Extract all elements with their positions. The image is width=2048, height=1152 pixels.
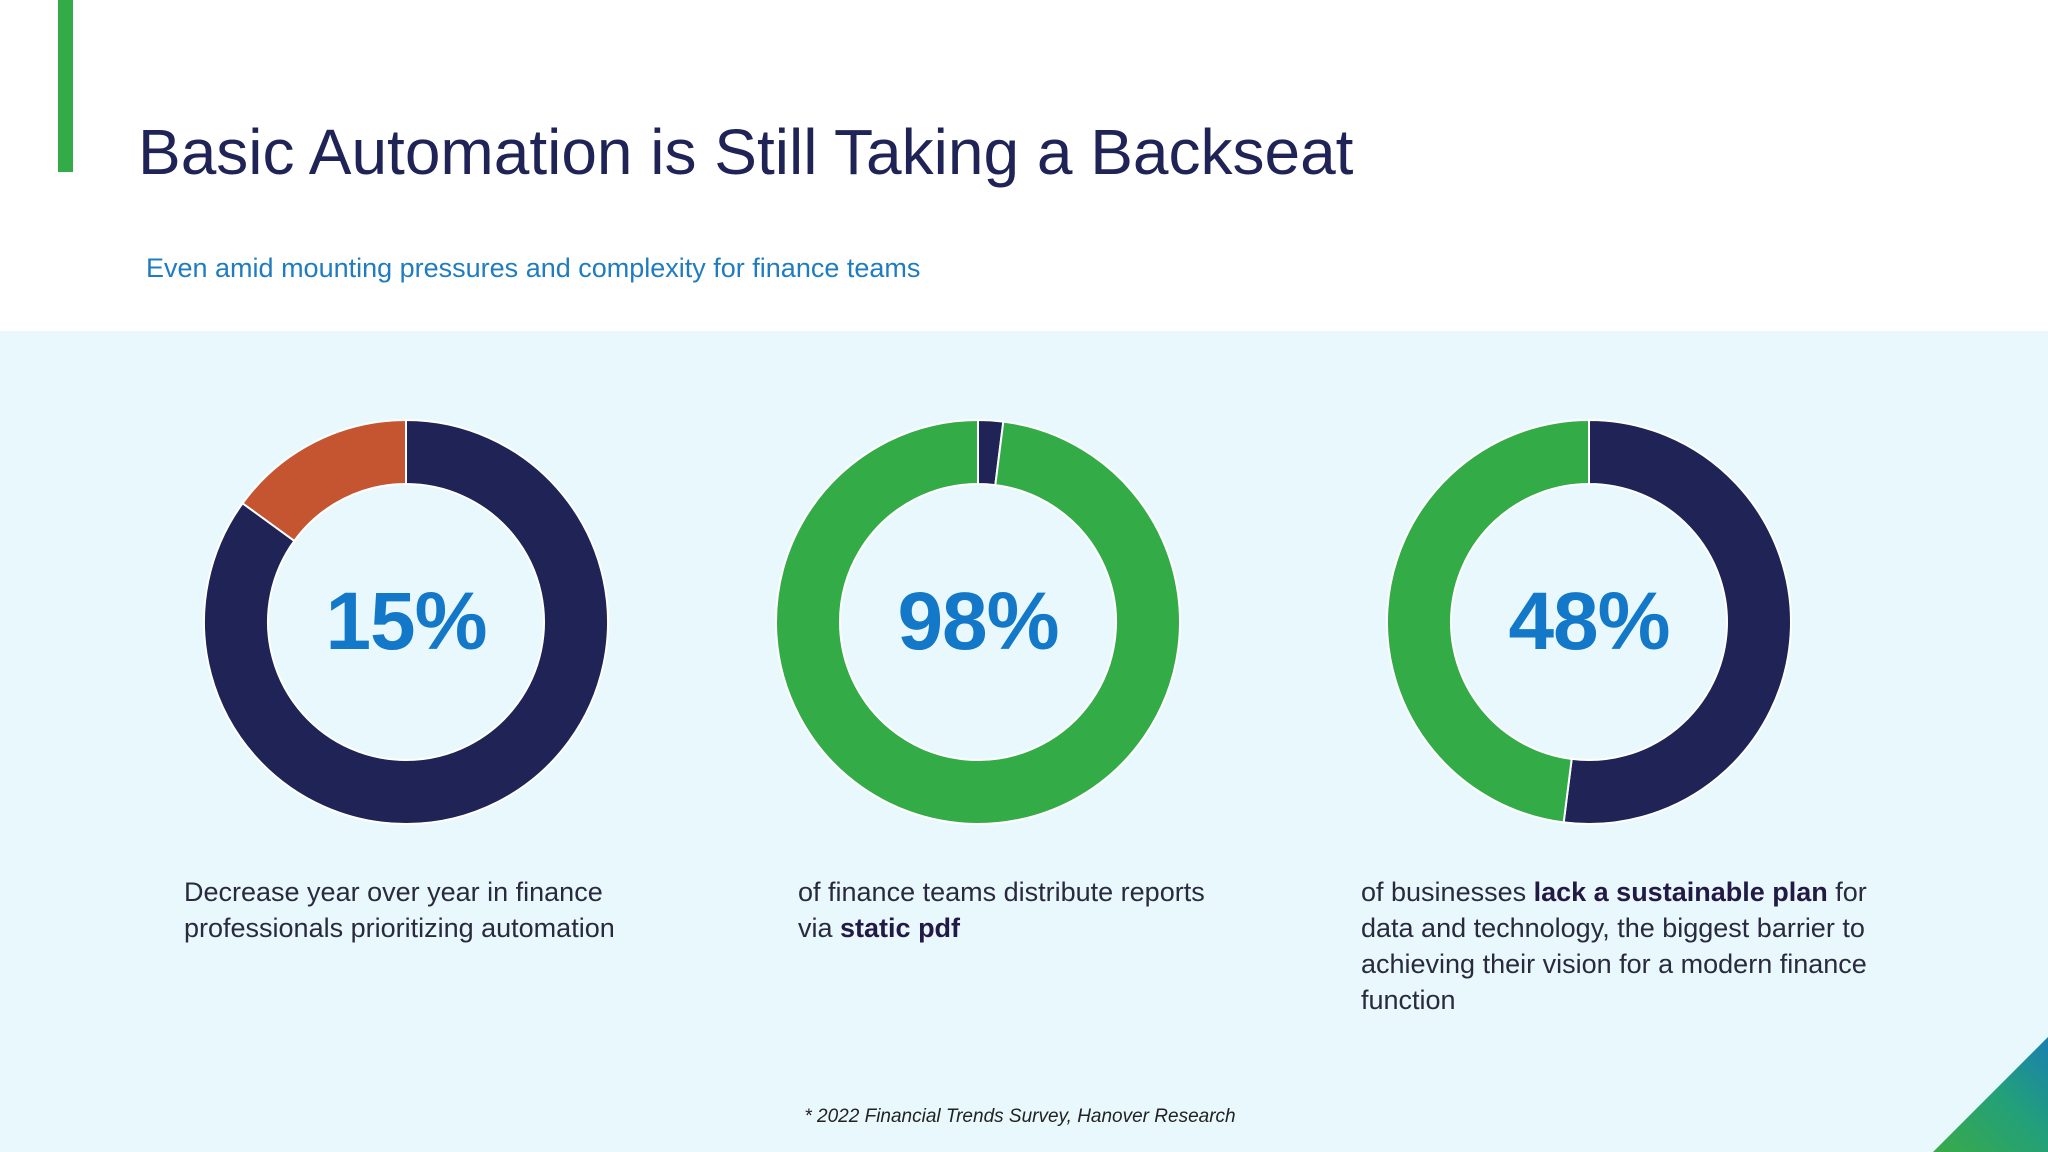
donut-svg <box>203 418 609 825</box>
donut-slice-1 <box>1386 418 1590 824</box>
donut-slice-1 <box>775 418 1181 825</box>
caption-sustainable-plan: of businesses lack a sustainable plan fo… <box>1361 874 1901 1018</box>
donut-chart-sustainable-plan: 48% <box>1379 412 1799 832</box>
caption-bold: lack a sustainable plan <box>1533 877 1828 907</box>
caption-text: of finance teams distribute reports via <box>798 877 1205 943</box>
caption-bold: static pdf <box>840 913 961 943</box>
donut-center-label: 98% <box>897 576 1059 667</box>
donut-svg <box>1386 418 1792 825</box>
donut-slice-1 <box>241 418 407 543</box>
donut-slice-0 <box>1562 418 1792 825</box>
caption-text: of businesses <box>1361 877 1534 907</box>
donut-center-label: 48% <box>1508 576 1670 667</box>
slide-subtitle: Even amid mounting pressures and complex… <box>146 253 921 283</box>
donut-chart-static-pdf: 98% <box>768 412 1188 832</box>
donut-center-label: 15% <box>325 576 487 667</box>
slide-title: Basic Automation is Still Taking a Backs… <box>138 116 1354 188</box>
accent-bar <box>58 0 73 172</box>
caption-static-pdf: of finance teams distribute reports via … <box>798 874 1238 946</box>
source-footnote: * 2022 Financial Trends Survey, Hanover … <box>804 1106 1236 1127</box>
donut-svg <box>775 418 1181 825</box>
caption-text-after: for data and technology, the biggest bar… <box>1361 877 1867 1015</box>
caption-text: Decrease year over year in finance profe… <box>184 877 615 943</box>
donut-slice-0 <box>203 418 609 825</box>
donut-chart-automation: 15% <box>196 412 616 832</box>
corner-decoration <box>1933 1037 2048 1152</box>
caption-automation: Decrease year over year in finance profe… <box>184 874 654 946</box>
